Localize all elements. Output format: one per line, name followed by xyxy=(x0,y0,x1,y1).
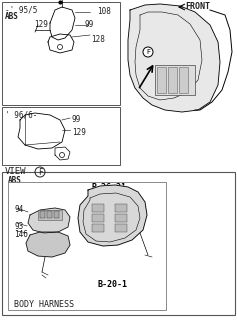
Bar xyxy=(179,67,188,93)
Text: 99: 99 xyxy=(72,115,81,124)
Text: F: F xyxy=(38,167,42,177)
Text: B-36-21: B-36-21 xyxy=(92,183,127,192)
Bar xyxy=(115,214,127,222)
Text: 94: 94 xyxy=(14,205,23,214)
Bar xyxy=(2,172,235,315)
Text: 146: 146 xyxy=(14,230,28,239)
Bar xyxy=(54,211,59,218)
Text: ABS: ABS xyxy=(5,12,19,21)
Text: ' 96/6-: ' 96/6- xyxy=(5,110,37,119)
Bar xyxy=(155,65,195,95)
Text: 99: 99 xyxy=(85,20,94,29)
Text: 129: 129 xyxy=(34,20,48,29)
Bar xyxy=(38,210,62,220)
Bar xyxy=(115,204,127,212)
Circle shape xyxy=(143,47,153,57)
Bar xyxy=(157,67,166,93)
Text: 93: 93 xyxy=(14,222,23,231)
Bar xyxy=(92,214,104,222)
Bar xyxy=(168,67,177,93)
Text: -' 95/5: -' 95/5 xyxy=(5,5,37,14)
Bar xyxy=(8,182,166,310)
Bar xyxy=(92,204,104,212)
Bar xyxy=(92,224,104,232)
Bar xyxy=(47,211,52,218)
Text: VIEW: VIEW xyxy=(5,167,27,176)
Text: 129: 129 xyxy=(72,128,86,137)
Bar xyxy=(2,107,120,165)
Polygon shape xyxy=(78,185,147,246)
Text: ABS: ABS xyxy=(8,176,22,185)
Text: 108: 108 xyxy=(97,7,111,16)
Bar xyxy=(2,2,120,105)
Bar xyxy=(115,224,127,232)
Text: 128: 128 xyxy=(91,35,105,44)
Bar xyxy=(40,211,45,218)
Polygon shape xyxy=(28,208,70,233)
Text: FRONT: FRONT xyxy=(185,2,210,11)
Polygon shape xyxy=(26,232,70,257)
Polygon shape xyxy=(128,4,220,112)
Text: F: F xyxy=(146,49,150,55)
Text: BODY HARNESS: BODY HARNESS xyxy=(14,300,74,309)
Text: B-20-1: B-20-1 xyxy=(98,280,128,289)
